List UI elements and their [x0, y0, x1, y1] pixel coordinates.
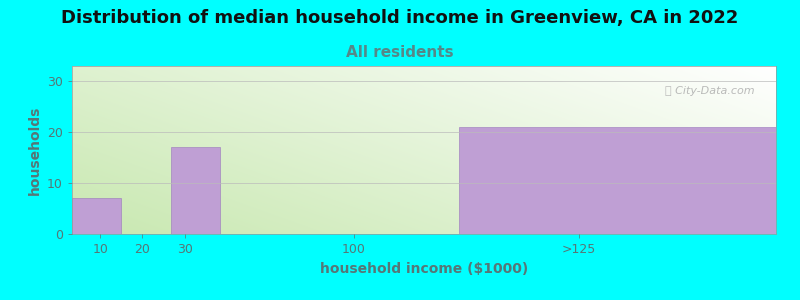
Bar — [72, 198, 122, 234]
X-axis label: household income ($1000): household income ($1000) — [320, 262, 528, 276]
Bar — [459, 127, 776, 234]
Text: ⓘ City-Data.com: ⓘ City-Data.com — [666, 86, 755, 96]
Text: Distribution of median household income in Greenview, CA in 2022: Distribution of median household income … — [62, 9, 738, 27]
Text: All residents: All residents — [346, 45, 454, 60]
Bar — [170, 148, 220, 234]
Y-axis label: households: households — [27, 105, 42, 195]
